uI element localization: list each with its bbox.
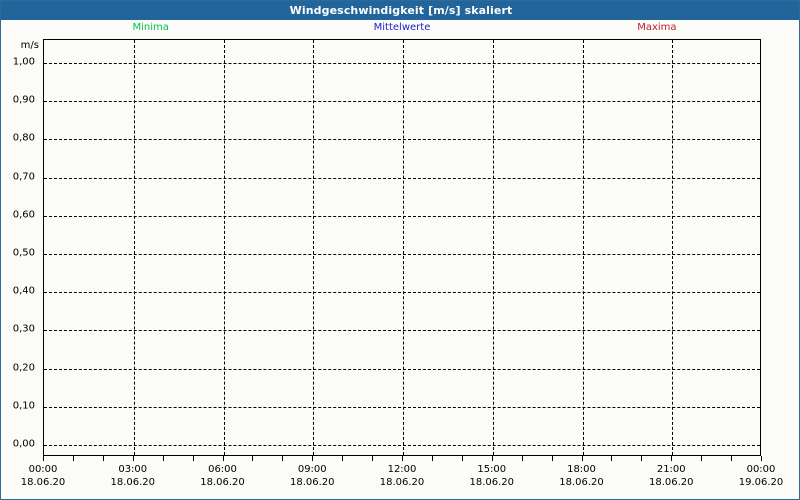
x-axis-minor-tick [372, 456, 374, 461]
y-axis-tick-label: 0,30 [12, 323, 35, 335]
legend-item-mittelwerte: Mittelwerte [373, 22, 431, 33]
x-axis-tick-date: 18.06.20 [200, 477, 245, 488]
horizontal-gridline [44, 445, 760, 446]
x-axis-tick-time: 12:00 [387, 464, 417, 475]
horizontal-gridline [44, 215, 760, 217]
legend-item-maxima: Maxima [637, 22, 677, 33]
y-axis-tick-label: 0,80 [12, 132, 35, 144]
x-axis-minor-tick [701, 456, 703, 461]
x-axis-tick-date: 18.06.20 [289, 477, 335, 488]
x-axis-tick-label: 03:00 18.06.20 [88, 463, 178, 489]
page-title: Windgeschwindigkeit [m/s] skaliert [289, 4, 513, 17]
x-axis-tick [671, 456, 673, 461]
chart-legend: Minima Mittelwerte Maxima [43, 22, 761, 37]
x-axis-tick-time: 03:00 [118, 464, 148, 475]
x-axis-tick-time: 00:00 [28, 464, 58, 475]
x-axis-tick [312, 456, 314, 461]
x-axis-minor-tick [521, 456, 523, 461]
window-title-bar: Windgeschwindigkeit [m/s] skaliert [1, 1, 799, 20]
y-axis-unit-label: m/s [20, 40, 39, 51]
x-axis-minor-tick [252, 456, 254, 461]
y-axis-tick-label: 0,40 [12, 285, 35, 297]
horizontal-gridline [44, 330, 760, 332]
y-axis-tick-label: 0,10 [12, 400, 35, 412]
vertical-gridline [313, 40, 315, 455]
x-axis-minor-tick [162, 456, 164, 461]
x-axis-minor-tick [431, 456, 433, 461]
plot-gridlines [44, 40, 760, 455]
x-axis-tick [761, 456, 762, 461]
x-axis-tick [581, 456, 583, 461]
vertical-gridline [492, 40, 494, 455]
horizontal-gridline [44, 368, 760, 370]
x-axis-tick-label: 21:00 18.06.20 [626, 463, 716, 489]
y-axis-tick-label: 0,20 [12, 362, 35, 374]
y-axis-tick-label: 0,60 [12, 209, 35, 221]
plot-area [43, 39, 761, 456]
x-axis-minor-tick [611, 456, 613, 461]
x-axis-tick-date: 18.06.20 [20, 477, 66, 488]
horizontal-gridline [44, 63, 760, 64]
vertical-gridline [672, 40, 674, 455]
x-axis-tick-date: 18.06.20 [469, 477, 515, 488]
horizontal-gridline [44, 177, 760, 179]
y-axis-tick-label: 0,50 [12, 247, 35, 259]
vertical-gridline [403, 40, 404, 455]
x-axis-tick-date: 18.06.20 [648, 477, 694, 488]
y-axis-tick-label: 0,70 [12, 171, 35, 183]
x-axis-tick-label: 15:00 18.06.20 [447, 463, 537, 489]
x-axis-minor-tick [641, 456, 643, 461]
x-axis-minor-tick [342, 456, 344, 461]
x-axis-minor-tick [551, 456, 553, 461]
x-axis-tick [402, 456, 403, 461]
x-axis-tick-date: 18.06.20 [559, 477, 604, 488]
x-axis-tick-date: 19.06.20 [738, 477, 784, 488]
x-axis-minor-tick [282, 456, 284, 461]
y-axis-tick-label: 1,00 [12, 56, 35, 68]
vertical-gridline [133, 40, 135, 455]
x-axis-tick-label: 12:00 18.06.20 [357, 463, 447, 489]
x-axis-tick-label: 00:00 19.06.20 [716, 463, 799, 489]
x-axis-tick-time: 09:00 [297, 464, 327, 475]
x-axis-tick [222, 456, 224, 461]
x-axis-tick-time: 00:00 [746, 464, 776, 475]
vertical-gridline [223, 40, 225, 455]
y-axis-tick-label: 0,90 [12, 94, 35, 106]
x-axis-tick-time: 18:00 [567, 464, 596, 475]
legend-item-minima: Minima [132, 22, 169, 33]
x-axis-tick [43, 456, 44, 461]
horizontal-gridline [44, 101, 760, 103]
x-axis-minor-tick [461, 456, 463, 461]
vertical-gridline [582, 40, 584, 455]
horizontal-gridline [44, 139, 760, 141]
x-axis-tick-label: 09:00 18.06.20 [267, 463, 357, 489]
x-axis-tick-date: 18.06.20 [110, 477, 156, 488]
x-axis-minor-tick [192, 456, 194, 461]
x-axis-tick-label: 18:00 18.06.20 [537, 463, 627, 489]
x-axis-tick-time: 21:00 [656, 464, 686, 475]
x-axis-tick-date: 18.06.20 [379, 477, 425, 488]
horizontal-gridline [44, 292, 760, 294]
horizontal-gridline [44, 406, 760, 408]
x-axis-tick [132, 456, 134, 461]
x-axis-tick-label: 06:00 18.06.20 [178, 463, 268, 489]
x-axis-minor-tick [731, 456, 733, 461]
x-axis-tick-time: 06:00 [208, 464, 237, 475]
y-axis-tick-label: 0,00 [12, 438, 35, 450]
x-axis-tick-time: 15:00 [477, 464, 507, 475]
x-axis-minor-tick [102, 456, 104, 461]
x-axis-tick [491, 456, 493, 461]
x-axis-minor-tick [72, 456, 74, 461]
x-axis-tick-label: 00:00 18.06.20 [1, 463, 88, 489]
horizontal-gridline [44, 254, 760, 255]
